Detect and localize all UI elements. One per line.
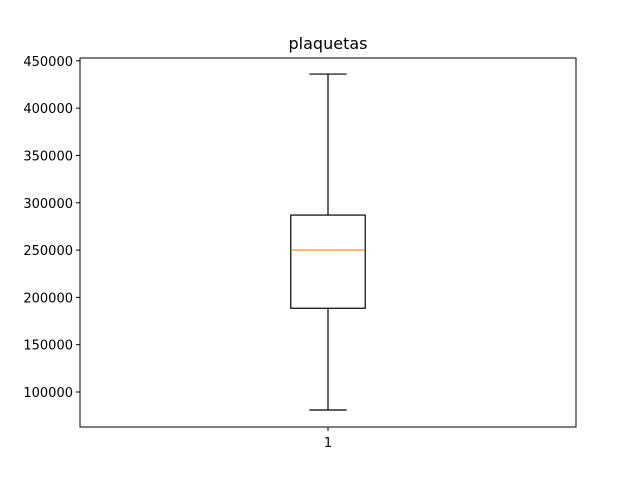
iqr-box (290, 214, 366, 309)
plot-area: 100000 150000 200000 250000 300000 350000 4000… (23, 55, 577, 451)
y-tick-label: 150000 (23, 339, 73, 354)
chart-title: plaquetas (289, 34, 368, 53)
x-tick-label: 1 (324, 436, 332, 451)
y-tick-label: 250000 (23, 244, 73, 259)
y-tick-label: 200000 (23, 291, 73, 306)
y-tick-label: 100000 (23, 386, 73, 401)
y-tick-label: 300000 (23, 197, 73, 212)
y-tick-label: 450000 (23, 55, 73, 70)
y-tick-label: 350000 (23, 149, 73, 164)
y-tick-label: 400000 (23, 102, 73, 117)
